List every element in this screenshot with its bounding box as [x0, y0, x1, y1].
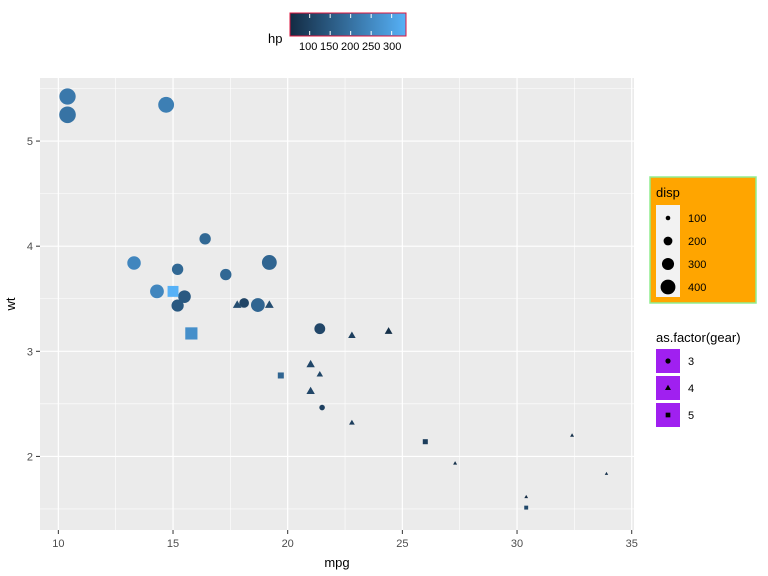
data-point — [239, 298, 249, 308]
data-point — [570, 433, 575, 437]
data-point — [167, 285, 179, 297]
y-tick-label: 4 — [27, 241, 33, 253]
shape-legend-title: as.factor(gear) — [656, 330, 741, 345]
data-point — [524, 505, 529, 510]
data-point — [59, 88, 76, 105]
x-tick-label: 25 — [396, 538, 408, 550]
data-point — [277, 372, 284, 379]
data-points — [59, 88, 609, 510]
color-legend: hp 100 150 200 250 300 — [268, 12, 407, 53]
data-point — [261, 255, 277, 270]
data-point — [264, 300, 274, 308]
color-legend-label: 100 — [299, 41, 317, 53]
data-point — [59, 106, 76, 124]
size-legend-label: 200 — [688, 236, 706, 248]
shape-legend: as.factor(gear) 3 4 5 — [656, 330, 741, 427]
size-legend-key — [660, 279, 676, 295]
data-point — [453, 461, 458, 465]
y-tick-label: 3 — [27, 346, 33, 358]
size-legend-label: 300 — [688, 259, 706, 271]
size-legend-key — [665, 215, 671, 221]
data-point — [422, 439, 428, 445]
shape-legend-key — [665, 358, 671, 364]
data-point — [604, 471, 609, 475]
x-tick-label: 15 — [167, 538, 179, 550]
grid-lines — [40, 78, 634, 530]
color-legend-label: 250 — [362, 41, 380, 53]
x-tick-label: 35 — [626, 538, 638, 550]
size-legend-label: 400 — [688, 282, 706, 294]
y-tick-label: 2 — [27, 451, 33, 463]
x-axis-title: mpg — [324, 555, 349, 570]
data-point — [384, 327, 393, 334]
data-point — [171, 263, 184, 275]
size-legend: disp 100 200 300 400 — [649, 176, 757, 304]
y-axis-title: wt — [3, 297, 18, 311]
color-legend-label: 150 — [320, 41, 338, 53]
data-point — [158, 96, 175, 113]
color-legend-label: 200 — [341, 41, 359, 53]
data-point — [127, 256, 141, 270]
data-point — [524, 494, 529, 499]
size-legend-title: disp — [656, 185, 680, 200]
data-point — [316, 370, 324, 377]
data-point — [171, 299, 184, 312]
data-point — [199, 233, 211, 245]
color-legend-title: hp — [268, 31, 282, 46]
x-tick-label: 30 — [511, 538, 523, 550]
data-point — [150, 284, 164, 299]
data-point — [185, 327, 198, 340]
shape-legend-label: 4 — [688, 383, 694, 395]
data-point — [220, 268, 232, 281]
shape-legend-label: 5 — [688, 410, 694, 422]
data-point — [314, 323, 326, 335]
data-point — [306, 359, 315, 368]
data-point — [178, 290, 191, 303]
shape-legend-key — [665, 412, 671, 418]
color-legend-label: 300 — [383, 41, 401, 53]
color-bar — [289, 12, 407, 37]
x-tick-label: 10 — [52, 538, 64, 550]
size-legend-key — [663, 236, 673, 246]
plot-panel — [40, 78, 634, 530]
data-point — [232, 300, 242, 308]
data-point — [250, 298, 265, 312]
data-point — [348, 331, 356, 338]
axes: 10 15 20 25 30 35 2 3 4 5 — [27, 136, 638, 550]
x-tick-label: 20 — [282, 538, 294, 550]
size-legend-key — [661, 257, 675, 271]
y-tick-label: 5 — [27, 136, 33, 148]
size-legend-label: 100 — [688, 213, 706, 225]
shape-legend-label: 3 — [688, 356, 694, 368]
shape-legend-key — [665, 384, 671, 390]
data-point — [306, 386, 315, 395]
data-point — [319, 404, 325, 411]
data-point — [349, 419, 355, 425]
color-legend-labels: 100 150 200 250 300 — [299, 41, 401, 53]
